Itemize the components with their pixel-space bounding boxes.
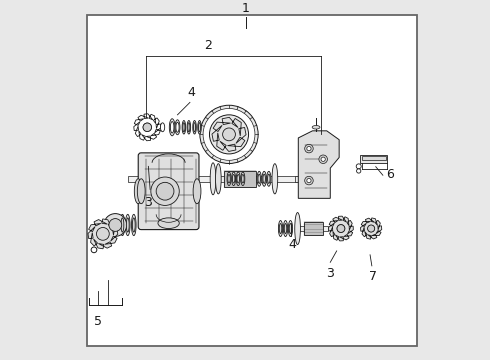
Ellipse shape [257, 171, 261, 186]
Ellipse shape [121, 218, 124, 232]
Bar [148, 125, 161, 130]
Circle shape [222, 128, 235, 141]
Ellipse shape [131, 214, 136, 236]
Circle shape [356, 164, 361, 169]
Circle shape [143, 123, 151, 131]
Ellipse shape [193, 121, 196, 134]
Bar [223, 171, 256, 186]
Ellipse shape [182, 121, 186, 134]
Circle shape [91, 247, 97, 253]
Ellipse shape [237, 175, 240, 183]
Ellipse shape [171, 122, 174, 133]
Ellipse shape [279, 224, 282, 234]
Ellipse shape [120, 214, 125, 236]
Ellipse shape [170, 119, 175, 136]
Bar [361, 155, 387, 163]
Circle shape [156, 183, 174, 200]
Polygon shape [88, 219, 118, 249]
Circle shape [203, 108, 255, 160]
Ellipse shape [175, 120, 180, 135]
Ellipse shape [263, 174, 266, 183]
Text: 4: 4 [289, 238, 296, 252]
Circle shape [357, 169, 361, 173]
Circle shape [319, 155, 327, 163]
Bar [297, 226, 328, 231]
Polygon shape [361, 218, 382, 239]
Ellipse shape [126, 218, 129, 232]
Text: 2: 2 [204, 39, 212, 51]
Circle shape [98, 229, 108, 239]
Text: 3: 3 [145, 196, 152, 209]
Circle shape [97, 228, 109, 240]
Ellipse shape [188, 123, 190, 132]
Bar [295, 176, 318, 182]
Circle shape [151, 177, 179, 206]
Circle shape [307, 179, 311, 183]
Bar [304, 222, 323, 235]
Ellipse shape [125, 214, 130, 236]
Polygon shape [298, 131, 339, 198]
Ellipse shape [284, 224, 287, 234]
Ellipse shape [241, 172, 245, 185]
Ellipse shape [187, 121, 191, 134]
Circle shape [104, 213, 127, 237]
Ellipse shape [272, 164, 278, 194]
Text: 6: 6 [387, 168, 394, 181]
Circle shape [305, 176, 313, 185]
Ellipse shape [312, 126, 320, 129]
Ellipse shape [258, 174, 261, 183]
Ellipse shape [134, 179, 142, 204]
Circle shape [305, 144, 313, 153]
Ellipse shape [278, 221, 283, 237]
Text: 7: 7 [369, 270, 377, 283]
Ellipse shape [176, 122, 179, 132]
Circle shape [337, 225, 345, 232]
Ellipse shape [216, 164, 221, 194]
Ellipse shape [158, 218, 179, 229]
Ellipse shape [288, 221, 293, 237]
Circle shape [143, 123, 151, 131]
Circle shape [337, 225, 345, 233]
Ellipse shape [268, 174, 270, 183]
Circle shape [307, 147, 311, 151]
Text: 5: 5 [94, 315, 101, 328]
Ellipse shape [262, 171, 267, 186]
Circle shape [321, 157, 325, 161]
Polygon shape [134, 114, 161, 141]
Polygon shape [329, 216, 353, 241]
Ellipse shape [242, 175, 244, 183]
Ellipse shape [198, 121, 201, 134]
Ellipse shape [198, 123, 200, 132]
Text: 4: 4 [187, 86, 195, 99]
Circle shape [368, 225, 375, 232]
Ellipse shape [210, 163, 216, 195]
Circle shape [368, 225, 374, 232]
Circle shape [200, 105, 258, 163]
FancyBboxPatch shape [138, 153, 199, 230]
Ellipse shape [232, 175, 235, 183]
Ellipse shape [160, 123, 165, 132]
Ellipse shape [289, 224, 292, 234]
Bar [128, 176, 298, 182]
Ellipse shape [295, 212, 300, 244]
Ellipse shape [236, 172, 240, 185]
Bar [362, 156, 386, 160]
Ellipse shape [228, 175, 230, 183]
Ellipse shape [132, 218, 135, 232]
Ellipse shape [137, 179, 145, 204]
Ellipse shape [232, 172, 236, 185]
Ellipse shape [267, 171, 271, 186]
Circle shape [224, 129, 234, 139]
Text: 3: 3 [326, 267, 334, 280]
Ellipse shape [183, 123, 185, 132]
Circle shape [109, 219, 122, 231]
Circle shape [209, 115, 248, 154]
Ellipse shape [283, 221, 288, 237]
Polygon shape [212, 117, 246, 152]
Ellipse shape [194, 123, 196, 132]
Ellipse shape [193, 179, 201, 204]
Text: 1: 1 [242, 3, 249, 15]
Ellipse shape [227, 172, 231, 185]
